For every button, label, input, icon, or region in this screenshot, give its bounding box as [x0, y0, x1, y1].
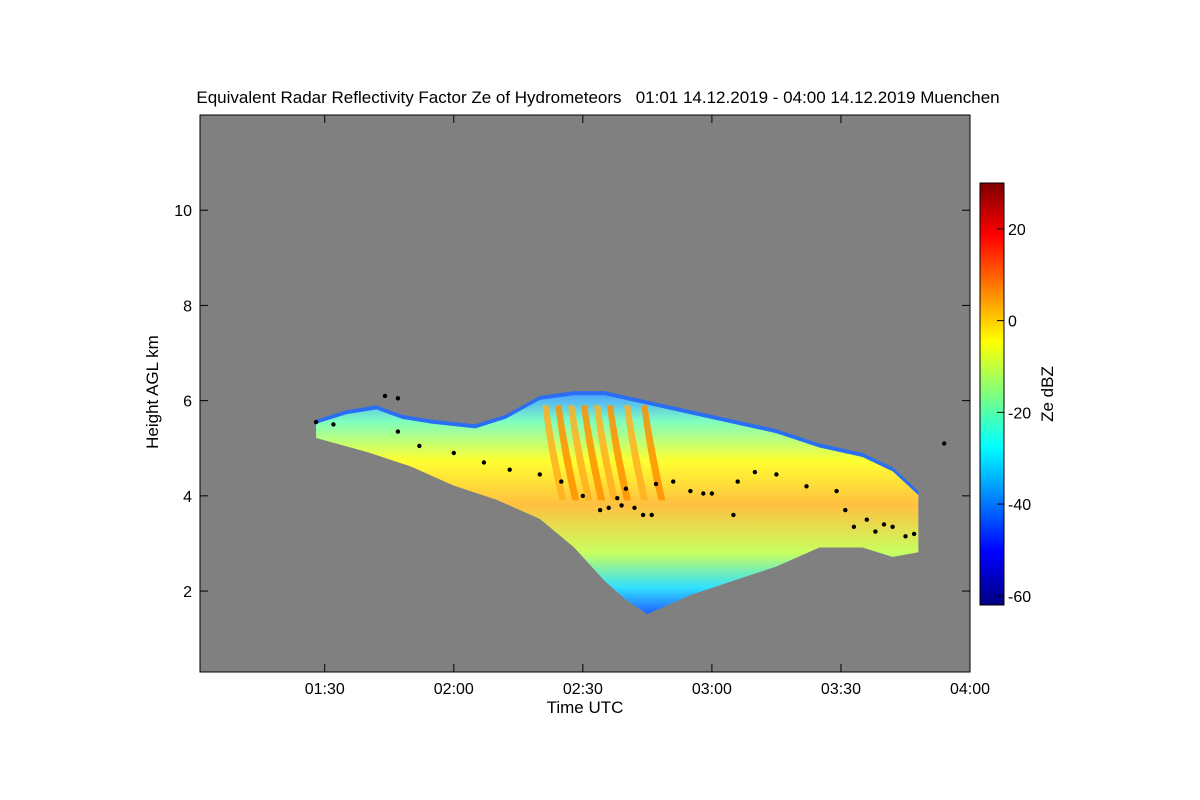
- melting-layer-point: [451, 450, 456, 456]
- cloud-echo: [316, 395, 919, 615]
- y-tick-label: 6: [183, 394, 192, 411]
- x-tick-labels: 01:30 02:00 02:30 03:00 03:30 04:00: [305, 681, 990, 698]
- colorbar-tick-label: 20: [1008, 222, 1026, 239]
- melting-layer-point: [851, 524, 857, 529]
- melting-layer-point: [709, 491, 715, 496]
- melting-layer-point: [537, 472, 542, 477]
- x-tick-label: 04:00: [950, 681, 990, 698]
- melting-layer-point: [615, 496, 620, 501]
- y-tick-label: 2: [183, 584, 192, 601]
- melting-layer-point: [649, 512, 654, 518]
- core-streak: [606, 405, 631, 501]
- melting-layer-point: [653, 481, 659, 487]
- x-tick-label: 02:00: [434, 681, 474, 698]
- melting-layer-point: [507, 467, 512, 472]
- y-tick-label: 8: [183, 298, 192, 315]
- melting-layer-point: [942, 441, 947, 446]
- colorbar-tick-label: 0: [1008, 314, 1017, 331]
- x-tick-label: 03:30: [821, 681, 861, 698]
- melting-layer-point: [890, 524, 895, 529]
- melting-layer-point: [640, 512, 646, 518]
- melting-layer-point: [619, 503, 624, 508]
- melting-layer-point: [313, 419, 319, 425]
- colorbar-tick-label: -40: [1008, 497, 1031, 514]
- y-tick-labels: 2 4 6 8 10: [174, 203, 192, 601]
- y-axis-title: Height AGL km: [143, 335, 162, 449]
- y-tick-label: 10: [174, 203, 192, 220]
- x-tick-label: 03:00: [692, 681, 732, 698]
- colorbar-title: Ze dBZ: [1038, 366, 1057, 422]
- x-tick-label: 01:30: [305, 681, 345, 698]
- melting-layer-point: [417, 443, 422, 449]
- x-tick-label: 02:30: [563, 681, 603, 698]
- melting-layer-point: [731, 512, 736, 518]
- melting-layer-point: [331, 422, 336, 427]
- melting-layer-point: [395, 396, 401, 401]
- colorbar: [979, 182, 1005, 606]
- colorbar-tick-label: -20: [1008, 405, 1031, 422]
- melting-layer-point: [903, 534, 908, 539]
- core-streak: [581, 405, 606, 501]
- melting-layer-point: [774, 472, 779, 477]
- melting-layer-point: [597, 507, 603, 513]
- core-streak: [641, 405, 666, 501]
- plot-content: [313, 391, 947, 615]
- melting-layer-point: [804, 484, 809, 489]
- melting-layer-point: [623, 486, 629, 491]
- melting-layer-point: [701, 491, 706, 496]
- x-axis-title: Time UTC: [547, 698, 624, 717]
- colorbar-ticks: -60 -40 -20 0 20: [997, 222, 1031, 606]
- colorbar-tick-label: -60: [1008, 589, 1031, 606]
- melting-layer-point: [881, 522, 887, 527]
- chart-title: Equivalent Radar Reflectivity Factor Ze …: [196, 88, 999, 107]
- melting-layer-point: [873, 529, 878, 534]
- core-streak: [568, 405, 593, 501]
- melting-layer-point: [395, 429, 401, 434]
- melting-layer-point: [580, 493, 585, 499]
- melting-layer-point: [481, 460, 487, 465]
- melting-layer-point: [735, 479, 740, 484]
- melting-layer-point: [632, 505, 637, 510]
- core-streak: [555, 405, 580, 501]
- melting-layer-point: [559, 479, 564, 484]
- melting-layer-point: [382, 393, 388, 399]
- cloud-core: [542, 405, 666, 501]
- core-streak: [624, 405, 649, 501]
- melting-layer-point: [671, 479, 676, 484]
- melting-layer-point: [606, 505, 611, 510]
- melting-layer-point: [834, 488, 839, 494]
- axis-ticks: [200, 115, 971, 672]
- melting-layer-point: [688, 488, 693, 494]
- melting-layer-point: [864, 517, 869, 522]
- core-streak: [594, 405, 619, 501]
- melting-layer-point: [843, 507, 848, 513]
- melting-layer: [313, 393, 947, 539]
- melting-layer-point: [911, 531, 917, 537]
- plot-frame: [199, 114, 971, 673]
- y-tick-label: 4: [183, 489, 192, 506]
- core-streak: [542, 405, 567, 501]
- melting-layer-point: [752, 469, 758, 475]
